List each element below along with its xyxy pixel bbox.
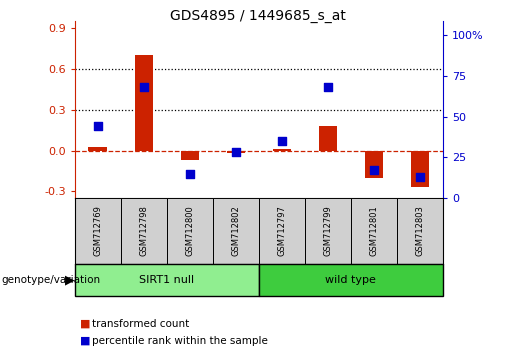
Bar bbox=[351, 198, 397, 264]
Point bbox=[370, 168, 378, 173]
Point bbox=[185, 171, 194, 177]
Bar bbox=[134, 55, 153, 150]
Point bbox=[416, 174, 424, 180]
Bar bbox=[319, 126, 337, 150]
Point bbox=[94, 124, 102, 129]
Bar bbox=[75, 264, 259, 296]
Point bbox=[232, 150, 240, 155]
Bar bbox=[272, 149, 291, 150]
Bar bbox=[227, 150, 245, 153]
Point bbox=[278, 138, 286, 144]
Bar bbox=[259, 198, 305, 264]
Text: GSM712797: GSM712797 bbox=[277, 206, 286, 256]
Bar bbox=[89, 147, 107, 150]
Text: SIRT1 null: SIRT1 null bbox=[139, 275, 194, 285]
Bar bbox=[365, 150, 383, 178]
Bar bbox=[75, 198, 121, 264]
Bar bbox=[397, 198, 443, 264]
Text: wild type: wild type bbox=[325, 275, 376, 285]
Point bbox=[140, 84, 148, 90]
Text: GSM712798: GSM712798 bbox=[139, 206, 148, 256]
Text: GSM712769: GSM712769 bbox=[93, 206, 102, 256]
Text: ▶: ▶ bbox=[65, 273, 75, 286]
Text: transformed count: transformed count bbox=[92, 319, 189, 329]
Bar bbox=[213, 198, 259, 264]
Text: GSM712803: GSM712803 bbox=[416, 206, 424, 256]
Text: GSM712801: GSM712801 bbox=[369, 206, 379, 256]
Text: GSM712800: GSM712800 bbox=[185, 206, 194, 256]
Text: ■: ■ bbox=[80, 319, 90, 329]
Point bbox=[324, 84, 332, 90]
Text: ■: ■ bbox=[80, 336, 90, 346]
Text: GSM712802: GSM712802 bbox=[231, 206, 241, 256]
Text: genotype/variation: genotype/variation bbox=[2, 275, 100, 285]
Bar bbox=[410, 150, 429, 187]
Bar bbox=[181, 150, 199, 160]
Text: GSM712799: GSM712799 bbox=[323, 206, 332, 256]
Text: percentile rank within the sample: percentile rank within the sample bbox=[92, 336, 268, 346]
Text: GDS4895 / 1449685_s_at: GDS4895 / 1449685_s_at bbox=[169, 9, 346, 23]
Bar bbox=[259, 264, 443, 296]
Bar bbox=[121, 198, 167, 264]
Bar bbox=[305, 198, 351, 264]
Bar bbox=[167, 198, 213, 264]
